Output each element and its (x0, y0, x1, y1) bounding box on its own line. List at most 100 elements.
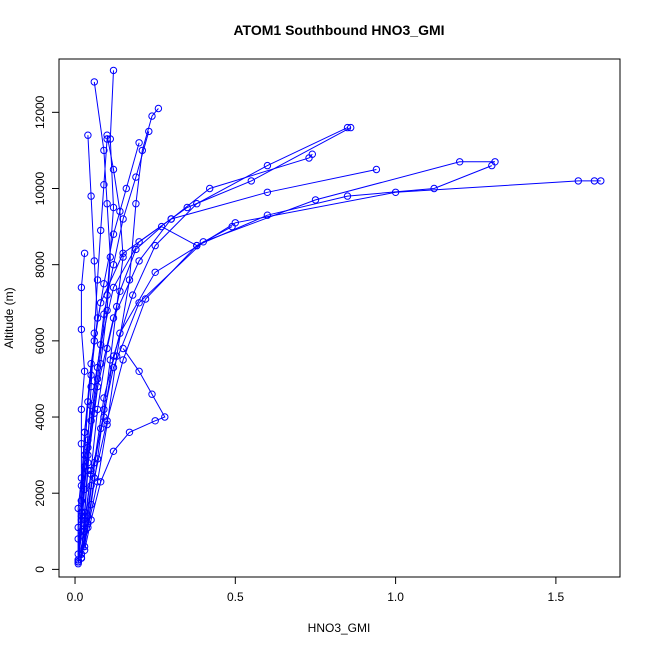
y-tick-label: 2000 (33, 480, 47, 507)
data-point (343, 192, 352, 200)
data-point (87, 500, 95, 509)
y-axis-label: Altitude (m) (2, 287, 16, 348)
series-6 (74, 158, 499, 566)
data-point (84, 131, 92, 139)
data-point (93, 405, 102, 414)
data-point (135, 139, 143, 147)
x-tick-label: 0.0 (67, 590, 84, 604)
data-point (206, 184, 214, 193)
data-point (103, 200, 111, 208)
data-point (103, 135, 111, 143)
data-point (90, 78, 99, 86)
data-point (109, 66, 118, 75)
y-tick-label: 8000 (33, 251, 47, 278)
data-point (109, 447, 118, 455)
data-point (119, 356, 127, 364)
data-point (135, 238, 143, 246)
data-point (119, 344, 127, 353)
series-line (77, 127, 351, 562)
data-point (247, 177, 256, 185)
data-point (116, 287, 124, 295)
data-point (87, 192, 95, 200)
data-point (116, 207, 124, 216)
data-point (80, 485, 89, 494)
data-point (311, 196, 320, 204)
data-point (97, 299, 105, 307)
data-point (135, 299, 143, 307)
data-point (113, 352, 121, 360)
plot-area (74, 66, 605, 568)
data-point (183, 203, 191, 212)
y-tick-label: 12000 (33, 95, 47, 129)
data-point (119, 215, 127, 223)
data-point (93, 375, 102, 383)
data-point (193, 200, 201, 208)
data-point (74, 560, 82, 568)
data-point (100, 310, 108, 318)
data-point (77, 325, 86, 334)
data-point (103, 344, 111, 353)
data-point (100, 280, 108, 288)
data-point (77, 550, 86, 558)
series-line (80, 131, 150, 555)
data-point (141, 295, 150, 303)
data-point (77, 440, 86, 448)
data-point (151, 268, 159, 276)
series-line (80, 180, 601, 559)
data-point (161, 413, 169, 421)
data-point (77, 554, 86, 562)
x-tick-label: 1.5 (548, 590, 565, 604)
data-point (97, 226, 105, 235)
data-point (90, 329, 99, 337)
series-line (80, 108, 159, 559)
series-16 (77, 222, 236, 562)
data-point (488, 161, 496, 170)
data-point (347, 123, 355, 132)
data-point (93, 363, 102, 372)
series-line (80, 127, 348, 559)
x-axis: 0.0 0.5 1.0 1.5 (67, 576, 565, 604)
data-point (308, 150, 316, 158)
data-point (77, 405, 86, 414)
data-point (80, 542, 89, 551)
data-point (157, 222, 166, 231)
series-5 (77, 177, 605, 562)
data-point (106, 253, 115, 261)
data-point (103, 417, 111, 425)
data-point (154, 104, 163, 113)
data-point (109, 261, 118, 269)
data-point (574, 177, 582, 185)
data-point (151, 417, 159, 425)
data-point (103, 131, 111, 139)
data-point (263, 211, 272, 219)
series-line (84, 135, 124, 547)
data-point (80, 428, 89, 436)
y-tick-label: 6000 (33, 327, 47, 354)
data-point (80, 249, 89, 258)
data-point (84, 436, 92, 444)
series-18 (77, 127, 153, 558)
data-point (84, 451, 92, 459)
series-line (84, 348, 166, 551)
data-point (77, 497, 86, 505)
data-point (109, 203, 118, 212)
series-14 (80, 131, 127, 551)
data-point (132, 173, 140, 181)
data-point (372, 165, 381, 174)
chart-title: ATOM1 Southbound HNO3_GMI (233, 22, 444, 38)
data-point (84, 398, 92, 406)
data-point (132, 245, 140, 254)
data-point (109, 230, 118, 238)
data-point (106, 356, 115, 364)
series-line (77, 161, 495, 562)
data-point (100, 181, 108, 189)
data-point (77, 283, 86, 292)
data-point (135, 257, 143, 265)
data-point (263, 161, 272, 170)
data-point (109, 165, 118, 174)
data-point (129, 291, 137, 299)
data-point (228, 222, 236, 231)
series-line (77, 138, 108, 564)
data-point (193, 241, 201, 250)
